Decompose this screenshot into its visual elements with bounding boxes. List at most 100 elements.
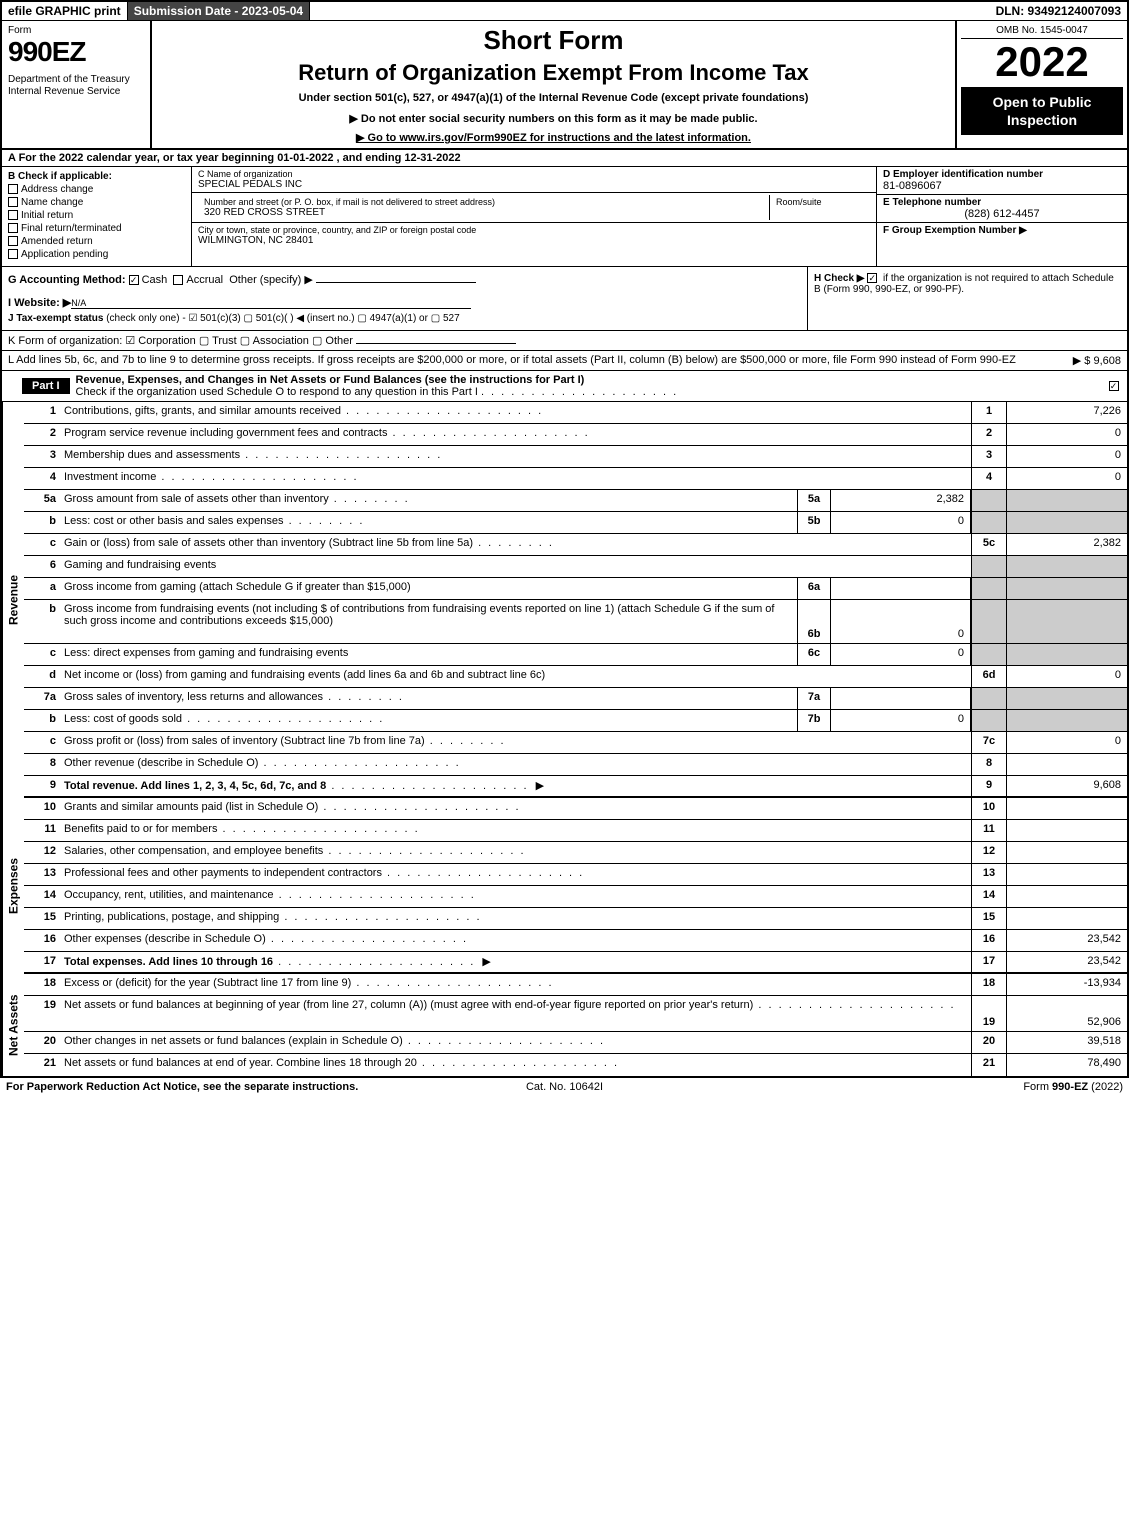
checkbox-icon[interactable] <box>8 223 18 233</box>
group-label: F Group Exemption Number ▶ <box>883 225 1027 236</box>
row-l-value: ▶ $ 9,608 <box>1065 354 1121 367</box>
room-suite-box: Room/suite <box>770 195 870 220</box>
line-3-value: 0 <box>1007 446 1127 467</box>
part1-label: Part I <box>22 378 70 394</box>
line-6: 6Gaming and fundraising events <box>24 556 1127 578</box>
org-name-label: C Name of organization <box>198 169 870 179</box>
page-footer: For Paperwork Reduction Act Notice, see … <box>0 1078 1129 1096</box>
expenses-vlabel: Expenses <box>2 798 24 974</box>
dots <box>481 386 678 398</box>
header-left: Form 990EZ Department of the Treasury In… <box>2 21 152 148</box>
spacer <box>310 2 989 20</box>
part1-checkbox[interactable]: ✓ <box>1103 380 1127 392</box>
tel-value: (828) 612-4457 <box>883 208 1121 220</box>
open-public-box: Open to Public Inspection <box>961 87 1123 135</box>
line-2-value: 0 <box>1007 424 1127 445</box>
opt-name-change[interactable]: Name change <box>8 197 185 208</box>
checkbox-icon[interactable] <box>8 197 18 207</box>
line-16: 16Other expenses (describe in Schedule O… <box>24 930 1127 952</box>
row-i-website: I Website: ▶N/A <box>8 296 801 309</box>
line-10: 10Grants and similar amounts paid (list … <box>24 798 1127 820</box>
checkbox-icon[interactable] <box>8 210 18 220</box>
line-5a-value: 2,382 <box>831 490 971 511</box>
checkbox-icon[interactable] <box>8 249 18 259</box>
checkbox-accrual-icon[interactable] <box>173 275 183 285</box>
line-9-value: 9,608 <box>1007 776 1127 796</box>
line-5a: 5aGross amount from sale of assets other… <box>24 490 1127 512</box>
line-18: 18Excess or (deficit) for the year (Subt… <box>24 974 1127 996</box>
short-form-title: Short Form <box>160 25 947 56</box>
line-18-value: -13,934 <box>1007 974 1127 995</box>
addr-label: Number and street (or P. O. box, if mail… <box>204 197 763 207</box>
accounting-method: G Accounting Method: ✓Cash Accrual Other… <box>8 273 801 286</box>
row-j-tax-exempt: J Tax-exempt status (check only one) - ☑… <box>8 313 801 324</box>
line-5b: bLess: cost or other basis and sales exp… <box>24 512 1127 534</box>
line-6b: bGross income from fundraising events (n… <box>24 600 1127 644</box>
return-title: Return of Organization Exempt From Incom… <box>160 60 947 86</box>
irs-link[interactable]: ▶ Go to www.irs.gov/Form990EZ for instru… <box>356 132 751 144</box>
line-21-value: 78,490 <box>1007 1054 1127 1076</box>
addr-value: 320 RED CROSS STREET <box>204 207 763 218</box>
checkbox-cash-icon[interactable]: ✓ <box>129 275 139 285</box>
row-l-gross-receipts: L Add lines 5b, 6c, and 7b to line 9 to … <box>2 351 1127 371</box>
goto-link[interactable]: ▶ Go to www.irs.gov/Form990EZ for instru… <box>160 131 947 144</box>
line-3: 3Membership dues and assessments30 <box>24 446 1127 468</box>
opt-address-change[interactable]: Address change <box>8 184 185 195</box>
line-5c: cGain or (loss) from sale of assets othe… <box>24 534 1127 556</box>
header-center: Short Form Return of Organization Exempt… <box>152 21 957 148</box>
line-16-value: 23,542 <box>1007 930 1127 951</box>
header-row: Form 990EZ Department of the Treasury In… <box>2 21 1127 150</box>
line-13: 13Professional fees and other payments t… <box>24 864 1127 886</box>
other-org-line[interactable] <box>356 343 516 344</box>
submission-date: Submission Date - 2023-05-04 <box>128 2 310 20</box>
line-8: 8Other revenue (describe in Schedule O)8 <box>24 754 1127 776</box>
opt-amended-return[interactable]: Amended return <box>8 236 185 247</box>
checkbox-icon[interactable] <box>8 236 18 246</box>
line-19: 19Net assets or fund balances at beginni… <box>24 996 1127 1032</box>
footer-center: Cat. No. 10642I <box>378 1081 750 1093</box>
topbar: efile GRAPHIC print Submission Date - 20… <box>2 2 1127 21</box>
no-ssn-note: ▶ Do not enter social security numbers o… <box>160 112 947 125</box>
ein-label: D Employer identification number <box>883 169 1043 180</box>
line-12: 12Salaries, other compensation, and empl… <box>24 842 1127 864</box>
row-gh: G Accounting Method: ✓Cash Accrual Other… <box>2 267 1127 331</box>
revenue-vlabel: Revenue <box>2 402 24 798</box>
part1-title: Revenue, Expenses, and Changes in Net As… <box>70 371 1103 401</box>
checkbox-icon[interactable] <box>8 184 18 194</box>
under-section-text: Under section 501(c), 527, or 4947(a)(1)… <box>160 92 947 104</box>
col-c-org-info: C Name of organization SPECIAL PEDALS IN… <box>192 167 877 266</box>
line-4-value: 0 <box>1007 468 1127 489</box>
revenue-section: Revenue 1Contributions, gifts, grants, a… <box>2 402 1127 798</box>
org-city-box: City or town, state or province, country… <box>192 223 876 248</box>
line-6a: aGross income from gaming (attach Schedu… <box>24 578 1127 600</box>
dln-label: DLN: 93492124007093 <box>990 2 1127 20</box>
line-20-value: 39,518 <box>1007 1032 1127 1053</box>
opt-initial-return[interactable]: Initial return <box>8 210 185 221</box>
block-bcdef: B Check if applicable: Address change Na… <box>2 167 1127 267</box>
line-6d: dNet income or (loss) from gaming and fu… <box>24 666 1127 688</box>
line-7b: bLess: cost of goods sold7b0 <box>24 710 1127 732</box>
net-assets-section: Net Assets 18Excess or (deficit) for the… <box>2 974 1127 1076</box>
header-right: OMB No. 1545-0047 2022 Open to Public In… <box>957 21 1127 148</box>
form-990ez-page: efile GRAPHIC print Submission Date - 20… <box>0 0 1129 1078</box>
expenses-lines: 10Grants and similar amounts paid (list … <box>24 798 1127 974</box>
netassets-vlabel: Net Assets <box>2 974 24 1076</box>
other-specify-line[interactable] <box>316 282 476 283</box>
col-b-check-applicable: B Check if applicable: Address change Na… <box>2 167 192 266</box>
line-19-value: 52,906 <box>1007 996 1127 1031</box>
line-5b-value: 0 <box>831 512 971 533</box>
line-2: 2Program service revenue including gover… <box>24 424 1127 446</box>
line-11: 11Benefits paid to or for members11 <box>24 820 1127 842</box>
line-21: 21Net assets or fund balances at end of … <box>24 1054 1127 1076</box>
checkbox-h-icon[interactable]: ✓ <box>867 273 877 283</box>
line-7c-value: 0 <box>1007 732 1127 753</box>
opt-final-return[interactable]: Final return/terminated <box>8 223 185 234</box>
line-14: 14Occupancy, rent, utilities, and mainte… <box>24 886 1127 908</box>
city-label: City or town, state or province, country… <box>198 225 870 235</box>
opt-application-pending[interactable]: Application pending <box>8 249 185 260</box>
line-9: 9Total revenue. Add lines 1, 2, 3, 4, 5c… <box>24 776 1127 798</box>
part1-header-row: Part I Revenue, Expenses, and Changes in… <box>2 371 1127 402</box>
org-name-value: SPECIAL PEDALS INC <box>198 179 870 190</box>
col-d-ein-tel: D Employer identification number 81-0896… <box>877 167 1127 266</box>
row-h-check: H Check ▶ ✓ if the organization is not r… <box>807 267 1127 330</box>
